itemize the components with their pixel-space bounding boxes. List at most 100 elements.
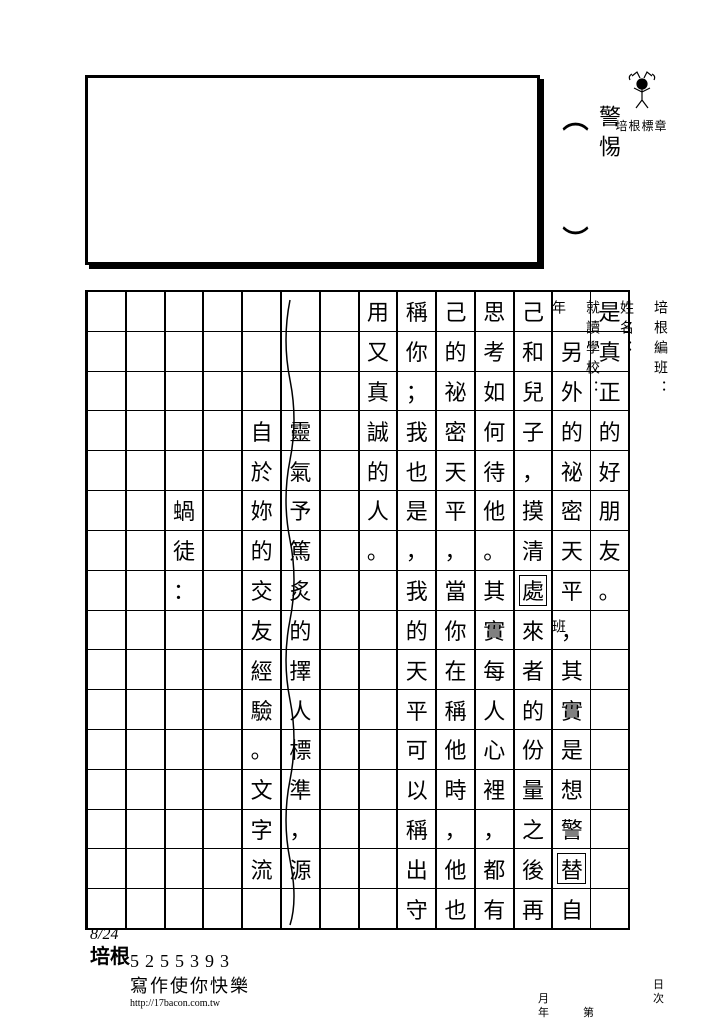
grid-cell: 替: [553, 849, 590, 889]
grid-cell: 流: [243, 849, 280, 889]
grid-cell: 稱: [398, 810, 435, 850]
grid-cell: 擇: [282, 650, 319, 690]
grid-cell: 天: [398, 650, 435, 690]
grid-cell: 是: [398, 491, 435, 531]
grid-cell: [204, 332, 241, 372]
grid-cell: ，: [282, 810, 319, 850]
grid-cell: ，: [476, 810, 513, 850]
grid-cell: [591, 810, 628, 850]
grid-cell: 何: [476, 411, 513, 451]
grid-cell: 平: [553, 571, 590, 611]
grid-cell: [88, 810, 125, 850]
grid-cell: 密: [553, 491, 590, 531]
grid-cell: [204, 730, 241, 770]
grid-cell: 徒: [166, 531, 203, 571]
grid-cell: ；: [398, 372, 435, 412]
grid-cell: [166, 451, 203, 491]
footer-ci: 次: [653, 990, 664, 1006]
grid-cell: [204, 531, 241, 571]
grid-cell: [282, 292, 319, 332]
grid-cell: [321, 372, 358, 412]
grid-cell: [127, 730, 164, 770]
grid-cell: [321, 531, 358, 571]
grid-cell: 蝸: [166, 491, 203, 531]
grid-cell: [360, 730, 397, 770]
grid-cell: 靈: [282, 411, 319, 451]
grid-cell: [360, 849, 397, 889]
grid-cell: [166, 690, 203, 730]
grid-cell: [321, 451, 358, 491]
grid-cell: 再: [515, 889, 552, 928]
grid-cell: [321, 770, 358, 810]
grid-cell: [166, 332, 203, 372]
grid-cell: [88, 770, 125, 810]
grid-cell: ，: [398, 531, 435, 571]
grid-cell: 祕: [553, 451, 590, 491]
grid-cell: 。: [243, 730, 280, 770]
grid-cell: 的: [398, 611, 435, 651]
grid-cell: [360, 889, 397, 928]
grid-cell: 祕: [437, 372, 474, 412]
grid-cell: ，: [515, 451, 552, 491]
grid-cell: 我: [398, 571, 435, 611]
grid-column: 蝸徒：: [165, 292, 204, 928]
grid-cell: 文: [243, 770, 280, 810]
grid-column: 稱你；我也是，我的天平可以稱出守: [397, 292, 436, 928]
grid-cell: [166, 849, 203, 889]
grid-cell: 天: [437, 451, 474, 491]
grid-cell: 量: [515, 770, 552, 810]
grid-cell: [127, 611, 164, 651]
grid-column: [87, 292, 126, 928]
grid-cell: 和: [515, 332, 552, 372]
grid-cell: [204, 770, 241, 810]
grid-cell: [360, 770, 397, 810]
grid-column: 另外的祕密天平，其實是想警替自: [552, 292, 591, 928]
footer-slogan: 寫作使你快樂: [130, 972, 250, 998]
grid-cell: 我: [398, 411, 435, 451]
grid-cell: 妳: [243, 491, 280, 531]
grid-column: [126, 292, 165, 928]
grid-cell: 稱: [437, 690, 474, 730]
grid-cell: 者: [515, 650, 552, 690]
grid-cell: [321, 810, 358, 850]
grid-cell: [88, 451, 125, 491]
page-root: 培根標章 警惕 （ ） 培根編班： 姓名： 就讀學校： 年 班 是真正的好朋友。…: [0, 0, 724, 1024]
grid-cell: 你: [398, 332, 435, 372]
grid-cell: [88, 491, 125, 531]
grid-cell: [127, 491, 164, 531]
grid-cell: 處: [515, 571, 552, 611]
grid-cell: 交: [243, 571, 280, 611]
grid-cell: [127, 770, 164, 810]
grid-cell: [127, 451, 164, 491]
grid-cell: [360, 571, 397, 611]
grid-cell: [166, 810, 203, 850]
grid-cell: [88, 849, 125, 889]
grid-cell: 想: [553, 770, 590, 810]
grid-cell: [88, 571, 125, 611]
grid-cell: 標: [282, 730, 319, 770]
grid-cell: 朋: [591, 491, 628, 531]
grid-cell: 氣: [282, 451, 319, 491]
footer-di: 第: [583, 1004, 594, 1020]
grid-cell: ，: [437, 810, 474, 850]
grid-cell: 每: [476, 650, 513, 690]
grid-cell: [127, 531, 164, 571]
grid-cell: 他: [437, 730, 474, 770]
grid-column: 是真正的好朋友。: [591, 292, 628, 928]
grid-cell: 己: [515, 292, 552, 332]
grid-cell: [360, 810, 397, 850]
grid-cell: [204, 451, 241, 491]
grid-cell: [204, 571, 241, 611]
grid-cell: 自: [243, 411, 280, 451]
grid-cell: 後: [515, 849, 552, 889]
grid-column: [203, 292, 242, 928]
grid-cell: 。: [360, 531, 397, 571]
grid-cell: [166, 770, 203, 810]
grid-cell: 平: [398, 690, 435, 730]
grid-cell: 人: [360, 491, 397, 531]
grid-cell: [88, 690, 125, 730]
grid-cell: [127, 411, 164, 451]
grid-cell: 在: [437, 650, 474, 690]
grid-cell: 。: [476, 531, 513, 571]
grid-cell: 篤: [282, 531, 319, 571]
